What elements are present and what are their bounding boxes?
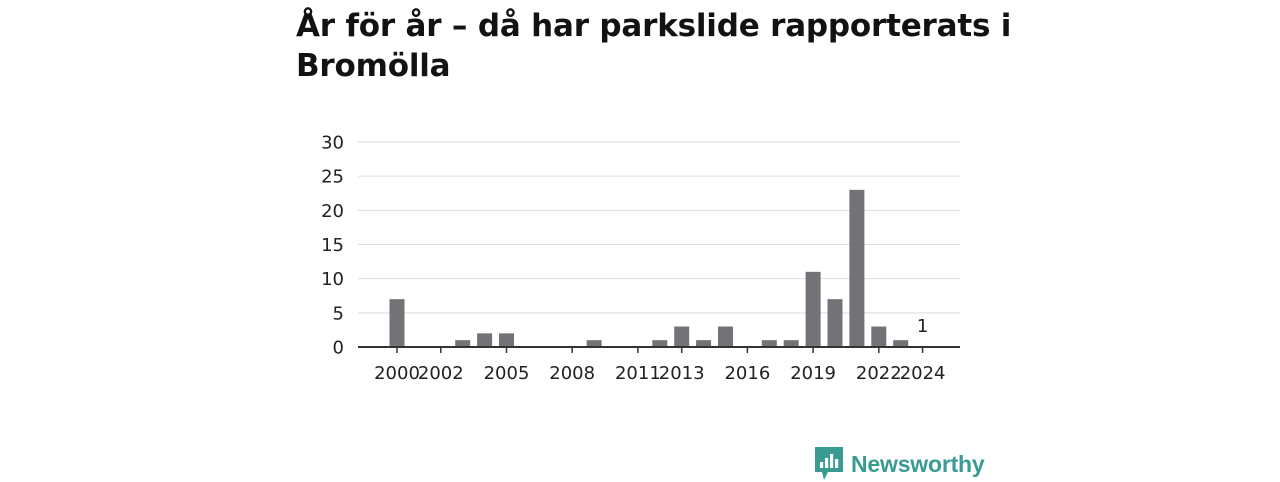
bar-2012 bbox=[652, 340, 668, 347]
x-tick-label: 2002 bbox=[418, 363, 464, 384]
x-tick-label: 2013 bbox=[659, 363, 705, 384]
bar-2009 bbox=[586, 340, 602, 347]
x-tick-label: 2016 bbox=[724, 363, 770, 384]
x-tick-label: 2000 bbox=[374, 363, 420, 384]
x-tick-label: 2024 bbox=[900, 363, 946, 384]
y-tick-label: 20 bbox=[321, 201, 344, 222]
x-tick-label: 2022 bbox=[856, 363, 902, 384]
annotations: 1 bbox=[917, 316, 928, 337]
bar-2005 bbox=[499, 333, 514, 347]
brand: Newsworthy bbox=[815, 446, 985, 482]
bar-2015 bbox=[718, 326, 733, 347]
y-tick-label: 15 bbox=[321, 235, 344, 256]
bar-2020 bbox=[827, 299, 843, 347]
x-tick-label: 2019 bbox=[790, 363, 836, 384]
brand-name: Newsworthy bbox=[851, 450, 985, 477]
x-tick-label: 2011 bbox=[615, 363, 661, 384]
bar-2018 bbox=[783, 340, 799, 347]
gridlines bbox=[358, 141, 960, 314]
bar-2023 bbox=[893, 340, 909, 347]
y-tick-label: 25 bbox=[321, 167, 344, 188]
bar-2003 bbox=[455, 340, 471, 347]
bar-2019 bbox=[805, 271, 821, 347]
bar-2021 bbox=[849, 189, 865, 347]
bars bbox=[389, 189, 909, 347]
bar-2017 bbox=[761, 340, 777, 347]
y-tick-label: 30 bbox=[321, 133, 344, 154]
bar-2004 bbox=[477, 333, 493, 347]
x-tick-label: 2008 bbox=[549, 363, 595, 384]
x-axis-ticks bbox=[396, 347, 924, 353]
bar-2014 bbox=[696, 340, 712, 347]
bar-2022 bbox=[871, 326, 887, 347]
newsworthy-logo-icon bbox=[815, 447, 843, 480]
data-label: 1 bbox=[917, 316, 928, 337]
bar-2013 bbox=[674, 326, 690, 347]
x-tick-label: 2005 bbox=[484, 363, 530, 384]
y-tick-label: 10 bbox=[321, 269, 344, 290]
y-axis-tick-labels: 0 5 10 15 20 25 30 bbox=[321, 133, 344, 359]
bar-2000 bbox=[389, 299, 405, 347]
y-tick-label: 0 bbox=[333, 338, 344, 359]
y-tick-label: 5 bbox=[333, 303, 344, 324]
chart-title: År för år – då har parkslide rapporterat… bbox=[296, 8, 1012, 84]
